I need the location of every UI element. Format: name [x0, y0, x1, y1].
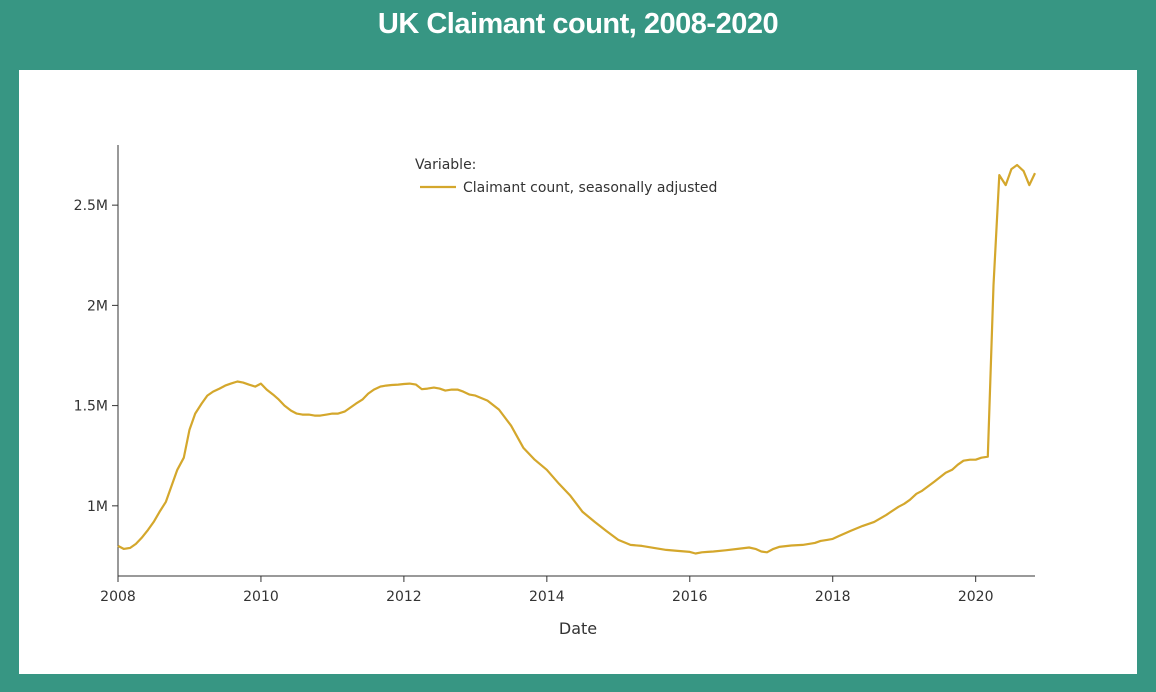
x-tick-label: 2020	[958, 589, 994, 605]
x-tick-label: 2012	[386, 589, 422, 605]
x-tick-label: 2010	[243, 589, 279, 605]
chart-panel: 1M 1.5M 2M 2.5M 2008 2010 2012 2014 2016 2018 202…	[19, 70, 1137, 674]
y-tick-label: 1M	[87, 499, 108, 515]
legend-title: Variable:	[415, 157, 476, 173]
page-title: UK Claimant count, 2008-2020	[377, 8, 779, 40]
legend-label: Claimant count, seasonally adjusted	[463, 180, 717, 196]
x-tick-label: 2018	[815, 589, 851, 605]
x-tick-label: 2008	[100, 589, 136, 605]
series-line-claimant-count	[117, 163, 1036, 555]
x-tick-label: 2016	[672, 589, 708, 605]
axes	[117, 145, 1035, 577]
x-ticks: 2008 2010 2012 2014 2016 2018 2020	[100, 576, 993, 605]
y-tick-label: 1.5M	[74, 399, 108, 415]
y-tick-label: 2M	[87, 298, 108, 314]
y-tick-label: 2.5M	[74, 198, 108, 214]
y-ticks: 1M 1.5M 2M 2.5M	[74, 198, 118, 515]
x-axis-title: Date	[559, 619, 597, 638]
legend[interactable]: Variable: Claimant count, seasonally adj…	[415, 157, 717, 196]
x-tick-label: 2014	[529, 589, 565, 605]
line-chart: 1M 1.5M 2M 2.5M 2008 2010 2012 2014 2016 2018 202…	[74, 145, 1036, 638]
